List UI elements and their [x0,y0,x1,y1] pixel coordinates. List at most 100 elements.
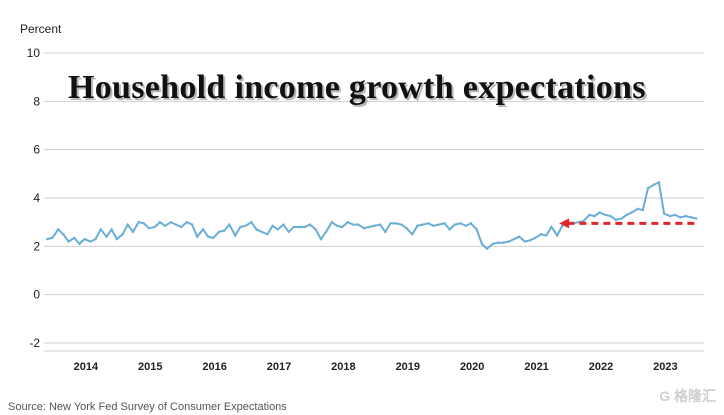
data-point-27 [190,223,194,226]
data-point-64 [389,222,392,225]
data-point-79 [469,222,473,225]
data-point-19 [147,227,151,230]
series-line [46,180,697,251]
data-point-83 [491,242,494,246]
data-point-57 [351,223,355,226]
data-point-71 [427,222,430,225]
y-axis-label: Percent [20,22,62,36]
data-point-50 [314,228,317,231]
data-point-66 [400,223,403,226]
x-tick-5: 2019 [396,361,420,373]
data-point-37 [244,224,247,227]
data-point-15 [126,223,129,226]
x-tick-6: 2020 [460,361,484,373]
data-point-90 [528,239,532,242]
data-point-91 [534,236,537,240]
data-point-14 [121,233,124,236]
data-point-95 [555,234,559,237]
x-tick-1: 2015 [138,361,162,373]
data-point-16 [131,230,135,234]
y-tick-0: 10 [27,46,41,60]
x-tick-4: 2018 [331,361,355,373]
data-point-3 [62,233,65,236]
data-point-35 [234,234,237,237]
data-point-113 [652,183,655,186]
data-point-109 [630,211,634,214]
data-point-7 [83,237,86,241]
data-point-102 [593,214,596,218]
data-point-40 [260,230,263,234]
x-tick-7: 2021 [524,361,548,373]
x-tick-9: 2023 [653,361,677,373]
data-point-45 [287,230,290,234]
data-point-70 [421,223,424,226]
data-point-108 [625,213,628,217]
data-point-92 [539,233,543,236]
data-point-24 [174,223,178,226]
data-point-72 [432,224,435,227]
gridlines [44,52,704,352]
data-point-88 [518,235,521,238]
data-point-42 [271,224,274,227]
data-point-93 [545,234,548,237]
data-point-36 [239,225,242,229]
data-point-11 [105,235,108,238]
data-point-99 [577,220,580,224]
data-point-61 [373,224,376,227]
data-point-56 [346,220,350,224]
data-point-23 [169,220,173,224]
data-point-5 [73,236,76,240]
data-point-12 [110,228,113,231]
data-point-51 [319,237,323,241]
y-tick-1: 8 [33,94,40,108]
data-point-34 [228,223,231,226]
data-point-22 [163,224,167,227]
y-tick-6: -2 [29,336,40,350]
data-point-47 [298,225,301,229]
data-point-52 [324,230,328,234]
data-point-21 [158,220,162,224]
chart-title: Household income growth expectations [68,69,646,106]
data-point-53 [330,220,334,224]
data-point-121 [695,217,698,220]
data-point-43 [276,228,279,231]
data-point-60 [367,225,371,229]
data-point-106 [614,218,617,221]
data-point-63 [384,230,387,234]
data-point-30 [206,235,210,238]
data-point-55 [340,225,344,229]
data-point-119 [684,214,688,218]
target-arrow [559,218,695,229]
data-point-84 [496,241,500,244]
data-point-48 [303,225,306,229]
data-point-74 [443,222,446,225]
data-point-80 [475,228,478,231]
data-point-44 [282,223,285,226]
data-point-38 [250,220,253,224]
data-point-4 [67,240,70,243]
data-point-0 [46,237,49,241]
data-point-120 [689,216,693,219]
series-points [46,181,698,250]
y-tick-4: 2 [33,239,40,253]
data-point-87 [512,237,516,241]
data-point-73 [437,223,440,226]
x-tick-0: 2014 [74,361,99,373]
data-point-41 [266,233,269,236]
source-note: Source: New York Fed Survey of Consumer … [8,401,287,413]
data-point-118 [678,216,682,219]
y-tick-2: 6 [33,143,40,157]
data-point-62 [378,223,382,226]
data-point-75 [448,228,451,231]
arrow-head [559,218,570,229]
data-point-39 [255,228,258,231]
data-point-8 [89,240,92,243]
data-point-100 [582,219,585,223]
data-point-101 [588,213,591,217]
data-point-77 [459,222,462,225]
data-point-112 [646,187,650,190]
data-point-25 [179,225,183,229]
watermark: G 格隆汇 [659,388,716,404]
y-tick-labels: 10 8 6 4 2 0 -2 [27,46,41,350]
